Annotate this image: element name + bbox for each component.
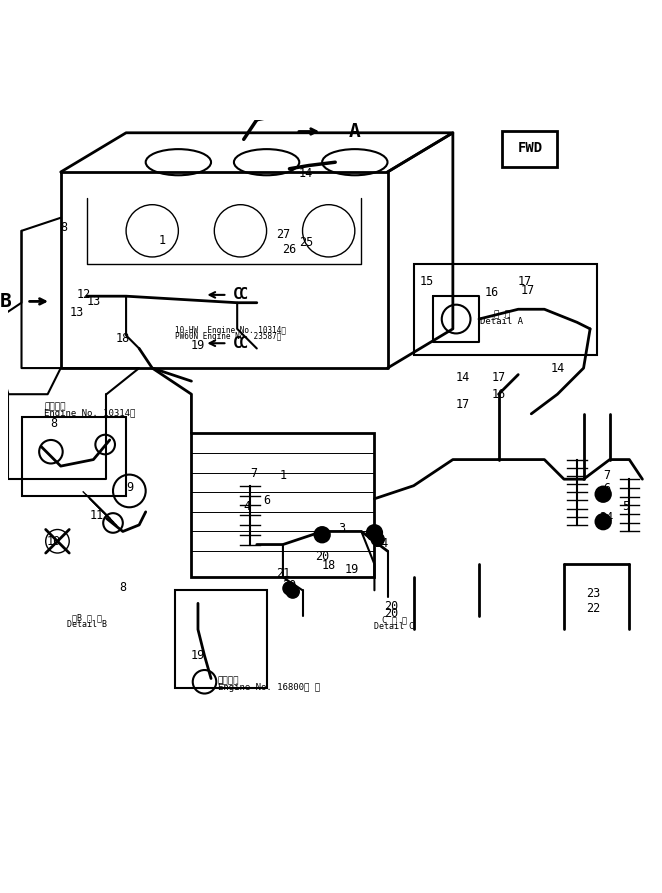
Text: 23: 23 <box>587 587 600 600</box>
Circle shape <box>314 527 330 543</box>
Text: B: B <box>0 292 11 311</box>
Text: 13: 13 <box>86 295 101 308</box>
Text: 適用号機: 適用号機 <box>218 676 239 685</box>
Text: 15: 15 <box>420 275 434 288</box>
Text: Engine No. 10314～: Engine No. 10314～ <box>44 409 136 418</box>
Text: Engine No. 16800～ ２: Engine No. 16800～ ２ <box>218 682 320 691</box>
Text: 11: 11 <box>89 509 104 522</box>
Bar <box>175 590 267 689</box>
Text: 8: 8 <box>60 221 68 234</box>
Text: FWD: FWD <box>518 141 543 155</box>
Text: Detail B: Detail B <box>67 620 107 629</box>
Text: ※B 部 詳: ※B 部 詳 <box>72 613 102 622</box>
Text: 部 詳: 部 詳 <box>494 310 510 319</box>
Text: C: C <box>232 288 242 303</box>
Text: 6: 6 <box>603 482 610 496</box>
Text: 5: 5 <box>622 500 630 513</box>
Text: C: C <box>239 288 248 303</box>
Text: PW60N Engine No. 23587～: PW60N Engine No. 23587～ <box>175 332 281 341</box>
Text: 6: 6 <box>263 494 270 506</box>
Text: 16: 16 <box>491 388 506 401</box>
Text: 7: 7 <box>603 470 610 482</box>
Bar <box>414 263 596 355</box>
Circle shape <box>595 513 611 530</box>
Text: 18: 18 <box>116 332 130 346</box>
Text: 適用号機: 適用号機 <box>44 403 66 412</box>
Bar <box>502 131 557 167</box>
Text: 22: 22 <box>587 602 600 615</box>
Text: 7: 7 <box>250 467 257 480</box>
Text: 24: 24 <box>599 511 614 523</box>
Text: A: A <box>349 122 361 141</box>
Text: 1: 1 <box>279 470 287 482</box>
Text: 26: 26 <box>283 243 297 255</box>
Text: 9: 9 <box>126 480 133 494</box>
Text: 19: 19 <box>191 649 205 662</box>
Circle shape <box>371 533 384 546</box>
Text: 14: 14 <box>455 371 470 384</box>
Text: 17: 17 <box>455 397 470 411</box>
Text: Detail C: Detail C <box>374 622 414 630</box>
Text: 12: 12 <box>77 288 91 301</box>
Text: 16: 16 <box>485 287 499 299</box>
Text: 3: 3 <box>338 522 346 535</box>
Text: 23: 23 <box>285 585 300 598</box>
Circle shape <box>286 585 299 598</box>
Text: 14: 14 <box>299 167 313 179</box>
Text: 20: 20 <box>384 600 398 613</box>
Text: 23: 23 <box>367 530 381 543</box>
Text: 20: 20 <box>315 550 329 563</box>
Bar <box>21 417 126 496</box>
Text: 21: 21 <box>276 567 290 580</box>
Circle shape <box>595 487 611 502</box>
Text: 17: 17 <box>518 275 532 288</box>
Text: 27: 27 <box>276 228 290 240</box>
Text: 8: 8 <box>50 417 58 430</box>
Text: 20: 20 <box>384 606 398 620</box>
Text: 20: 20 <box>283 579 297 591</box>
Text: 4: 4 <box>244 500 250 513</box>
Text: 1: 1 <box>158 234 166 247</box>
Text: Detail A: Detail A <box>481 316 524 326</box>
Text: 10-HW  Engine No. 10314～: 10-HW Engine No. 10314～ <box>175 326 286 335</box>
Text: 19: 19 <box>344 563 359 576</box>
Text: 25: 25 <box>299 236 313 249</box>
Text: 10: 10 <box>47 535 62 547</box>
Circle shape <box>283 581 296 595</box>
Text: C 部 詳: C 部 詳 <box>381 615 406 624</box>
Text: 17: 17 <box>521 285 535 297</box>
Text: 19: 19 <box>191 338 205 352</box>
Bar <box>191 433 375 577</box>
Text: 14: 14 <box>550 362 565 374</box>
Text: 24: 24 <box>374 537 388 550</box>
Text: C: C <box>239 336 248 351</box>
Text: C: C <box>232 336 242 351</box>
Text: 17: 17 <box>491 371 506 384</box>
Text: 13: 13 <box>70 306 84 319</box>
Text: 18: 18 <box>322 559 336 572</box>
Circle shape <box>367 525 382 540</box>
Text: 8: 8 <box>119 580 126 594</box>
